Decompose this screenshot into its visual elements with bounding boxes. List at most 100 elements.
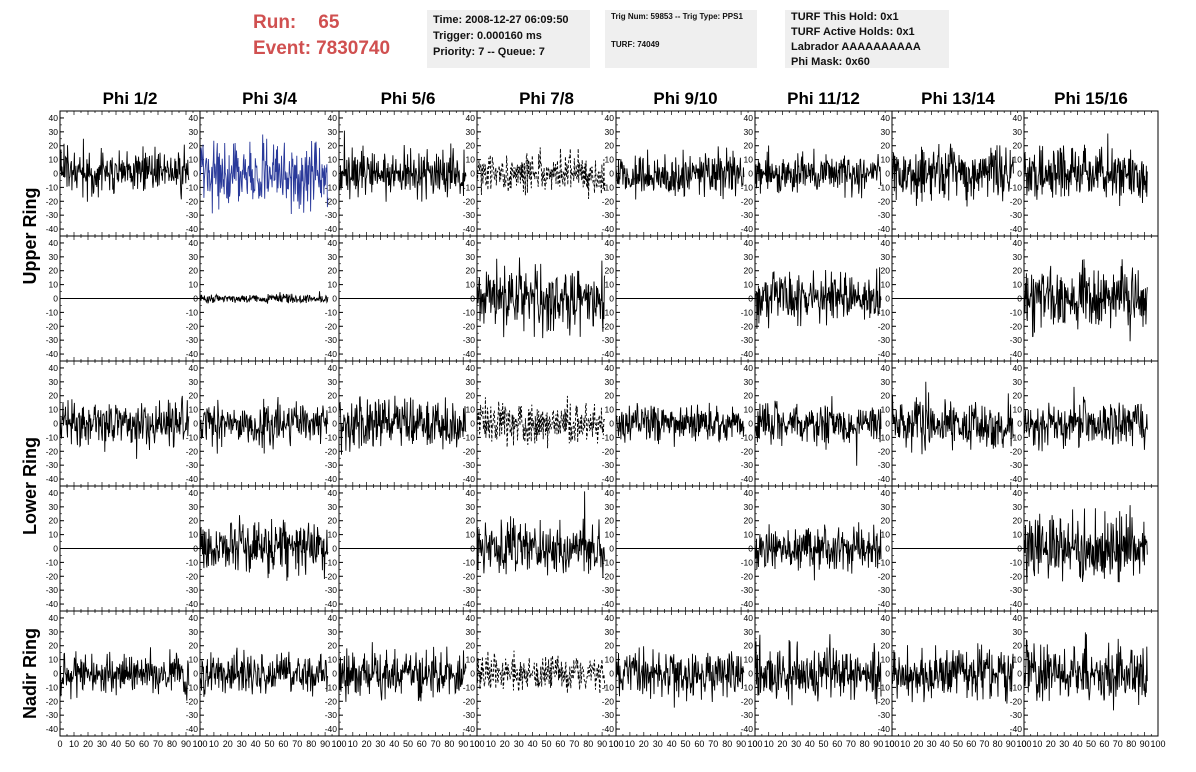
y-tick-label-r3c2-5: 10	[328, 530, 338, 540]
y-tick-label-r1c1-5: 10	[189, 280, 199, 290]
x-tick-label-c3-7: 70	[569, 739, 579, 749]
y-tick-label-r0c6-3: -10	[878, 182, 891, 192]
x-tick-label-c1-10: 100	[331, 739, 346, 749]
y-tick-label-r4c6-4: 0	[885, 669, 890, 679]
x-tick-label-c2-0: 0	[336, 739, 341, 749]
y-tick-label-r1c0-6: 20	[49, 266, 59, 276]
x-tick-label-c5-10: 100	[884, 739, 899, 749]
y-tick-label-r3c4-4: 0	[609, 544, 614, 554]
y-tick-label-r0c7-3: -10	[1010, 182, 1023, 192]
y-tick-label-r1c4-3: -10	[602, 307, 615, 317]
y-tick-label-r0c1-0: -40	[186, 224, 199, 234]
time-text: Time: 2008-12-27 06:09:50	[433, 14, 569, 26]
y-tick-label-r1c7-1: -30	[1010, 335, 1023, 345]
y-tick-label-r3c7-7: 30	[1013, 502, 1023, 512]
y-tick-label-r3c5-0: -40	[741, 599, 754, 609]
y-tick-label-r2c5-8: 40	[744, 363, 754, 373]
y-tick-label-r4c0-7: 30	[49, 627, 59, 637]
y-tick-label-r3c0-5: 10	[49, 530, 59, 540]
x-tick-label-c5-1: 10	[764, 739, 774, 749]
trace-r4c6	[891, 643, 1014, 704]
x-tick-label-c7-3: 30	[1059, 739, 1069, 749]
x-tick-label-c0-8: 80	[167, 739, 177, 749]
y-tick-label-r0c5-4: 0	[748, 169, 753, 179]
y-tick-label-r0c1-1: -30	[186, 210, 199, 220]
y-tick-label-r2c6-5: 10	[881, 405, 891, 415]
x-tick-label-c1-7: 70	[292, 739, 302, 749]
event-label: Event:	[253, 38, 312, 59]
y-tick-label-r3c0-0: -40	[46, 599, 59, 609]
y-tick-label-r0c0-0: -40	[46, 224, 59, 234]
y-tick-label-r0c4-3: -10	[602, 182, 615, 192]
y-tick-label-r1c4-0: -40	[602, 349, 615, 359]
x-tick-label-c2-9: 90	[458, 739, 468, 749]
y-tick-label-r4c2-0: -40	[325, 724, 338, 734]
y-tick-label-r0c6-0: -40	[878, 224, 891, 234]
column-header-2: Phi 3/4	[242, 89, 297, 108]
y-tick-label-r4c3-3: -10	[463, 682, 476, 692]
y-tick-label-r2c3-4: 0	[470, 419, 475, 429]
y-tick-label-r4c2-8: 40	[328, 613, 338, 623]
y-tick-label-r0c2-1: -30	[325, 210, 338, 220]
y-tick-label-r4c6-6: 20	[881, 641, 891, 651]
y-tick-label-r2c6-8: 40	[881, 363, 891, 373]
x-tick-label-c0-9: 90	[181, 739, 191, 749]
y-tick-label-r4c7-2: -20	[1010, 696, 1023, 706]
x-tick-label-c1-5: 50	[264, 739, 274, 749]
y-tick-label-r3c2-8: 40	[328, 488, 338, 498]
y-tick-label-r0c6-1: -30	[878, 210, 891, 220]
y-tick-label-r4c2-4: 0	[332, 669, 337, 679]
y-tick-label-r3c1-2: -20	[186, 571, 199, 581]
y-tick-label-r2c0-0: -40	[46, 474, 59, 484]
x-tick-label-c4-2: 20	[639, 739, 649, 749]
y-tick-label-r0c3-1: -30	[463, 210, 476, 220]
y-tick-label-r4c7-5: 10	[1013, 655, 1023, 665]
y-tick-label-r2c4-3: -10	[602, 432, 615, 442]
y-tick-label-r2c5-3: -10	[741, 432, 754, 442]
x-tick-label-c5-8: 80	[860, 739, 870, 749]
x-tick-label-c7-2: 20	[1046, 739, 1056, 749]
y-tick-label-r4c3-5: 10	[466, 655, 476, 665]
y-tick-label-r2c4-4: 0	[609, 419, 614, 429]
y-tick-label-r4c1-7: 30	[189, 627, 199, 637]
trace-r2c4	[615, 402, 745, 447]
x-tick-label-c5-3: 30	[791, 739, 801, 749]
x-tick-label-c3-10: 100	[608, 739, 623, 749]
y-tick-label-r3c0-7: 30	[49, 502, 59, 512]
y-tick-label-r3c0-2: -20	[46, 571, 59, 581]
turf-text: TURF: 74049	[611, 40, 660, 49]
y-tick-label-r4c3-4: 0	[470, 669, 475, 679]
y-tick-label-r0c3-8: 40	[466, 113, 476, 123]
y-tick-label-r1c6-8: 40	[881, 238, 891, 248]
y-tick-label-r0c2-5: 10	[328, 155, 338, 165]
x-tick-label-c0-5: 50	[125, 739, 135, 749]
x-tick-label-c7-7: 70	[1113, 739, 1123, 749]
column-header-8: Phi 15/16	[1054, 89, 1128, 108]
y-tick-label-r0c1-5: 10	[189, 155, 199, 165]
y-tick-label-r1c0-7: 30	[49, 252, 59, 262]
y-tick-label-r0c5-1: -30	[741, 210, 754, 220]
y-tick-label-r0c0-4: 0	[53, 169, 58, 179]
y-tick-label-r2c0-1: -30	[46, 460, 59, 470]
x-tick-label-c1-3: 30	[237, 739, 247, 749]
y-tick-label-r0c3-7: 30	[466, 127, 476, 137]
y-tick-label-r3c5-1: -30	[741, 585, 754, 595]
y-tick-label-r2c2-4: 0	[332, 419, 337, 429]
trace-r2c1	[199, 396, 329, 454]
y-tick-label-r4c5-1: -30	[741, 710, 754, 720]
y-tick-label-r4c1-6: 20	[189, 641, 199, 651]
x-tick-label-c3-0: 0	[474, 739, 479, 749]
y-tick-label-r2c3-5: 10	[466, 405, 476, 415]
y-tick-label-r4c6-8: 40	[881, 613, 891, 623]
x-tick-label-c3-9: 90	[597, 739, 607, 749]
y-tick-label-r3c7-5: 10	[1013, 530, 1023, 540]
y-tick-label-r1c6-5: 10	[881, 280, 891, 290]
trace-r0c5	[754, 145, 882, 199]
x-tick-label-c1-6: 60	[278, 739, 288, 749]
y-tick-label-r0c3-5: 10	[466, 155, 476, 165]
y-tick-label-r3c4-7: 30	[605, 502, 615, 512]
y-tick-label-r3c1-4: 0	[193, 544, 198, 554]
y-tick-label-r1c3-7: 30	[466, 252, 476, 262]
y-tick-label-r2c7-3: -10	[1010, 432, 1023, 442]
y-tick-label-r1c7-4: 0	[1017, 294, 1022, 304]
